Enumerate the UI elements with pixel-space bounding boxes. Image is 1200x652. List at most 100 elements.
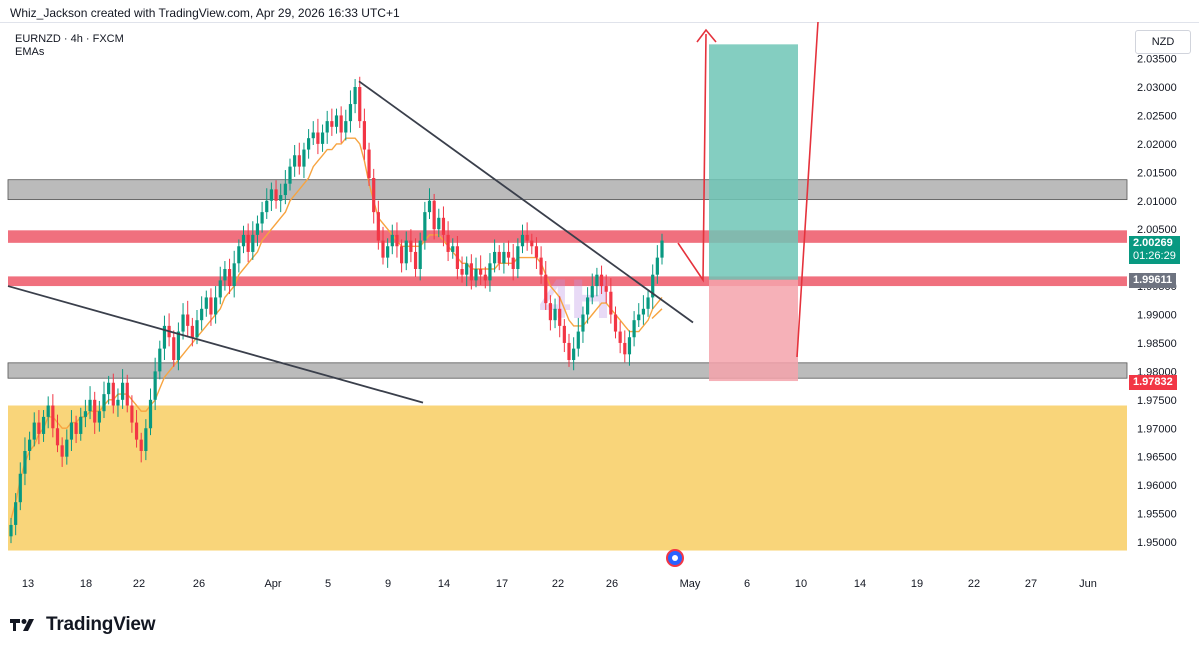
ema-tail	[651, 308, 663, 319]
candle-body	[232, 263, 236, 287]
candle-body	[548, 303, 552, 321]
candle-body	[88, 399, 92, 412]
y-axis-tick-label: 2.03500	[1137, 54, 1177, 66]
candle-body	[223, 269, 227, 281]
candle-body	[9, 524, 13, 537]
candle-body	[307, 138, 311, 150]
x-axis-tick-label: 27	[1025, 578, 1037, 590]
candle-body	[148, 399, 153, 429]
indicator-label[interactable]: EMAs	[15, 46, 45, 58]
candle-body	[153, 371, 157, 400]
candle-body	[497, 251, 501, 264]
attribution-text: Whiz_Jackson created with TradingView.co…	[10, 6, 400, 20]
candle-body	[46, 405, 50, 417]
y-axis-tick-label: 1.96000	[1137, 480, 1177, 492]
countdown-value: 01:26:29	[1133, 250, 1176, 262]
candle-body	[330, 121, 334, 127]
candle-body	[74, 422, 78, 434]
x-axis-tick-label: 6	[744, 578, 750, 590]
projection-line-right	[796, 21, 819, 358]
candle-body	[65, 439, 69, 457]
candle-body	[251, 234, 255, 252]
candle-body	[227, 269, 232, 287]
candle-body	[334, 115, 339, 127]
lower-trendline[interactable]	[7, 285, 424, 404]
candle-body	[218, 280, 222, 298]
candle-body	[358, 87, 362, 122]
symbol-title[interactable]: EURNZD · 4h · FXCM	[15, 33, 124, 45]
demand-zone	[8, 405, 1127, 551]
candle-body	[544, 274, 548, 304]
candle-body	[627, 337, 632, 355]
candle-body	[553, 308, 557, 321]
candle-body	[395, 234, 399, 247]
candle-body	[493, 251, 497, 264]
candle-body	[269, 189, 273, 201]
candle-body	[348, 104, 353, 122]
x-axis-tick-label: 26	[193, 578, 205, 590]
upper-red-zone	[8, 230, 1127, 243]
candle-body	[455, 246, 459, 269]
candle-body	[595, 274, 599, 287]
candle-body	[655, 257, 659, 275]
entry-price-badge: 1.99611	[1129, 273, 1177, 288]
descending-trendline[interactable]	[358, 80, 694, 324]
candle-body	[237, 246, 241, 264]
candle-body	[181, 314, 185, 332]
y-axis-tick-label: 1.97500	[1137, 395, 1177, 407]
y-axis-tick-label: 2.00500	[1137, 224, 1177, 236]
candle-body	[172, 337, 176, 360]
candle-body	[14, 502, 18, 525]
candle-body	[637, 314, 641, 321]
candle-body	[525, 234, 529, 241]
candle-body	[613, 314, 618, 332]
candle-body	[534, 246, 539, 258]
upper-gray-zone	[7, 179, 1128, 201]
candle-body	[134, 422, 139, 440]
candle-body	[446, 234, 450, 252]
candle-body	[69, 422, 74, 440]
candle-body	[558, 308, 562, 326]
candle-body	[572, 348, 576, 360]
candle-body	[116, 399, 120, 406]
candle-body	[372, 178, 376, 213]
current-price-value: 2.00269	[1133, 237, 1173, 249]
y-axis-tick-label: 1.99000	[1137, 310, 1177, 322]
candle-body	[609, 291, 613, 315]
candle-body	[195, 320, 199, 338]
x-axis-tick-label: 17	[496, 578, 508, 590]
symbol-legend[interactable]: EURNZD · 4h · FXCM EMAs	[15, 33, 124, 59]
candle-body	[367, 149, 371, 178]
candle-body	[28, 439, 32, 451]
candle-body	[520, 234, 525, 247]
candle-body	[111, 382, 115, 406]
candle-body	[432, 200, 436, 230]
x-axis-tick-label: 22	[133, 578, 145, 590]
candle-body	[125, 382, 129, 406]
candle-body	[51, 405, 55, 429]
candle-body	[79, 416, 83, 434]
y-axis-tick-label: 1.95500	[1137, 509, 1177, 521]
event-marker-dot	[672, 555, 678, 561]
y-axis-tick-label: 1.98500	[1137, 338, 1177, 350]
y-axis-tick-label: 2.01000	[1137, 196, 1177, 208]
y-axis-tick-label: 2.02000	[1137, 139, 1177, 151]
candle-body	[18, 473, 22, 503]
candle-body	[409, 240, 413, 252]
lower-gray-zone	[7, 362, 1128, 379]
candle-body	[325, 121, 329, 133]
candle-body	[32, 422, 36, 440]
candle-body	[506, 251, 511, 258]
x-axis-tick-label: 22	[968, 578, 980, 590]
y-axis-tick-label: 2.02500	[1137, 110, 1177, 122]
x-axis-tick-label: 9	[385, 578, 391, 590]
y-axis-tick-label: 2.01500	[1137, 167, 1177, 179]
candle-body	[427, 200, 432, 213]
tradingview-logo[interactable]: TradingView	[10, 613, 156, 637]
candle-body	[204, 297, 208, 309]
candle-body	[400, 246, 404, 264]
candle-body	[209, 297, 213, 315]
currency-button[interactable]: NZD	[1135, 30, 1191, 54]
candle-body	[288, 166, 292, 184]
